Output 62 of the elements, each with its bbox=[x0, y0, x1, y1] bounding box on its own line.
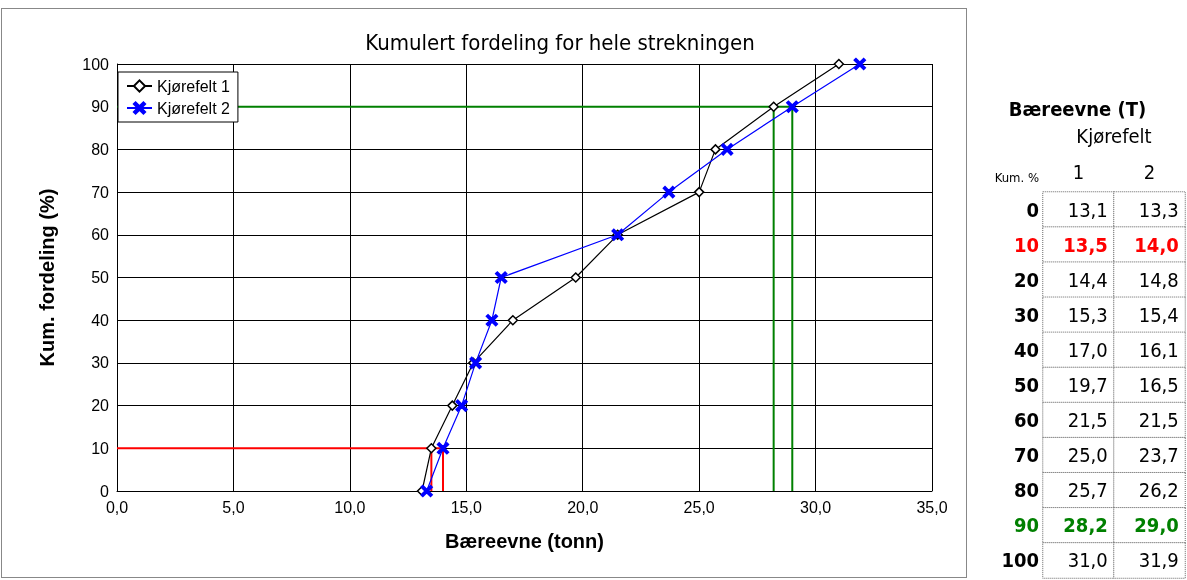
y-tick-label: 80 bbox=[1013, 478, 1039, 503]
text: 31,9 bbox=[1138, 548, 1179, 573]
x-tick-label: 25,0 bbox=[683, 498, 715, 516]
chart-title: Kumulert fordeling for hele strekningen bbox=[365, 29, 755, 55]
text: 29,0 bbox=[1134, 513, 1179, 538]
y-tick-label: 40 bbox=[91, 311, 110, 329]
y-tick-label: 100 bbox=[82, 55, 110, 73]
text: 13,5 bbox=[1063, 232, 1108, 257]
y-tick-label: 30 bbox=[91, 354, 110, 372]
text: 21,5 bbox=[1138, 408, 1179, 433]
y-tick-label: 10 bbox=[91, 439, 110, 457]
y-tick-label: 30 bbox=[1013, 302, 1039, 327]
x-tick-label: 15,0 bbox=[450, 498, 482, 516]
legend-label: Kjørefelt 2 bbox=[157, 99, 231, 117]
y-tick-label: 20 bbox=[1013, 267, 1039, 292]
y-tick-label: 60 bbox=[1013, 408, 1039, 433]
y-tick-label: 0 bbox=[100, 482, 110, 500]
text: 25,0 bbox=[1067, 443, 1108, 468]
y-tick-label: 50 bbox=[91, 269, 110, 286]
x-tick-label: 1 bbox=[1072, 160, 1085, 184]
y-tick-label: 90 bbox=[1013, 513, 1039, 538]
y-tick-label: 90 bbox=[91, 98, 110, 116]
y-tick-label: 70 bbox=[91, 183, 110, 201]
y-tick-label: 0 bbox=[1026, 197, 1039, 222]
y-tick-label: 70 bbox=[1013, 443, 1039, 468]
y-tick-label: 10 bbox=[1013, 232, 1039, 257]
x-tick-label: 5,0 bbox=[222, 498, 245, 516]
text: 15,4 bbox=[1138, 302, 1179, 327]
text: 15,3 bbox=[1067, 302, 1108, 327]
text: 19,7 bbox=[1067, 373, 1108, 397]
x-tick-label: 20,0 bbox=[567, 498, 599, 516]
text: 13,3 bbox=[1138, 197, 1179, 222]
chart-title: Bæreevne (T) bbox=[1008, 97, 1147, 121]
y-tick-label: 40 bbox=[1013, 337, 1039, 362]
text: 13,1 bbox=[1067, 197, 1108, 222]
y-tick-label: 80 bbox=[91, 140, 110, 158]
x-tick-label: 0,0 bbox=[105, 498, 129, 516]
x-axis-title: Kjørefelt bbox=[1076, 124, 1152, 148]
text: 21,5 bbox=[1067, 408, 1108, 433]
text: 26,2 bbox=[1138, 478, 1179, 503]
legend-label: Kjørefelt 1 bbox=[157, 77, 231, 95]
x-tick-label: 2 bbox=[1143, 160, 1156, 184]
y-tick-label: 60 bbox=[91, 226, 110, 244]
text: 17,0 bbox=[1067, 337, 1108, 362]
x-tick-label: 35,0 bbox=[916, 498, 948, 516]
x-tick-label: 30,0 bbox=[800, 498, 832, 516]
x-axis-title: Bæreevne (tonn) bbox=[445, 530, 604, 552]
x-tick-label: 10,0 bbox=[334, 498, 366, 516]
y-axis-title: Kum. fordeling (%) bbox=[36, 188, 58, 367]
y-tick-label: 100 bbox=[1001, 548, 1039, 573]
y-tick-label: 20 bbox=[91, 397, 110, 415]
text: 31,0 bbox=[1067, 548, 1108, 573]
y-axis-title: Kum. % bbox=[994, 170, 1039, 185]
y-tick-label: 50 bbox=[1013, 373, 1039, 397]
text: 16,1 bbox=[1138, 337, 1179, 362]
text: 14,0 bbox=[1134, 232, 1179, 257]
text: 14,8 bbox=[1138, 267, 1179, 292]
text: 23,7 bbox=[1138, 443, 1179, 468]
text: 25,7 bbox=[1067, 478, 1108, 503]
text: 14,4 bbox=[1067, 267, 1108, 292]
text: 16,5 bbox=[1138, 373, 1179, 397]
text: 28,2 bbox=[1063, 513, 1108, 538]
